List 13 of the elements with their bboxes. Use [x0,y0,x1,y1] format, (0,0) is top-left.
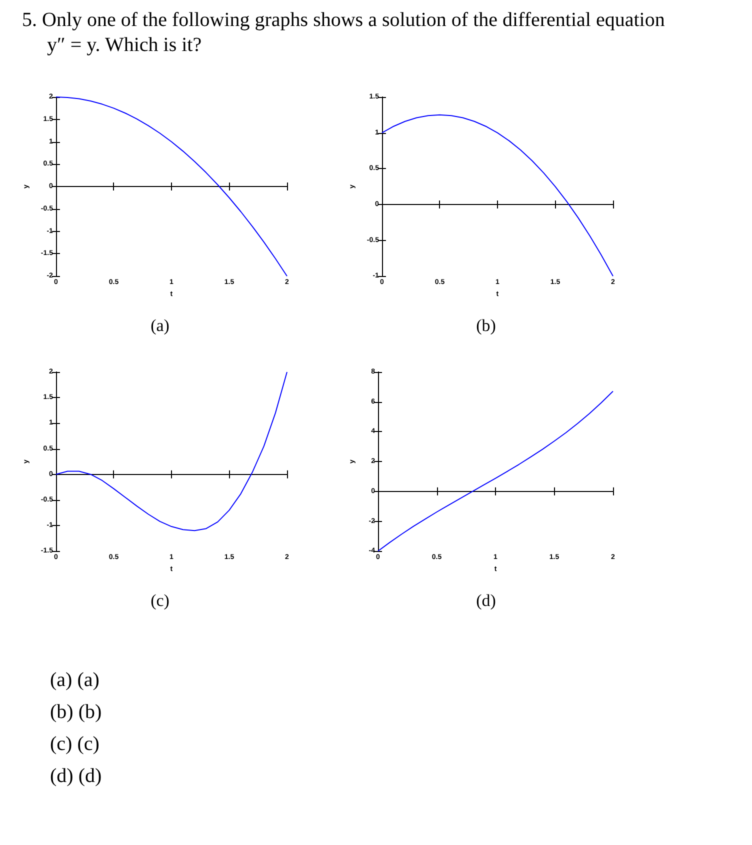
text: (c) [150,591,170,611]
text: (c) (c) [50,732,100,757]
text: (d) [475,591,497,611]
text: (a) (a) [50,668,100,693]
text: (b) (b) [50,700,103,725]
line-series [55,96,288,277]
line-series [378,390,614,552]
text: (b) [475,316,497,336]
text: (d) (d) [50,764,103,789]
line-series [55,372,288,532]
text: 5. Only one of the following graphs shows a solution of the differential equation y″ = y. Which is it? [22,8,666,58]
line-series [381,114,614,277]
text: (a) [150,316,170,336]
